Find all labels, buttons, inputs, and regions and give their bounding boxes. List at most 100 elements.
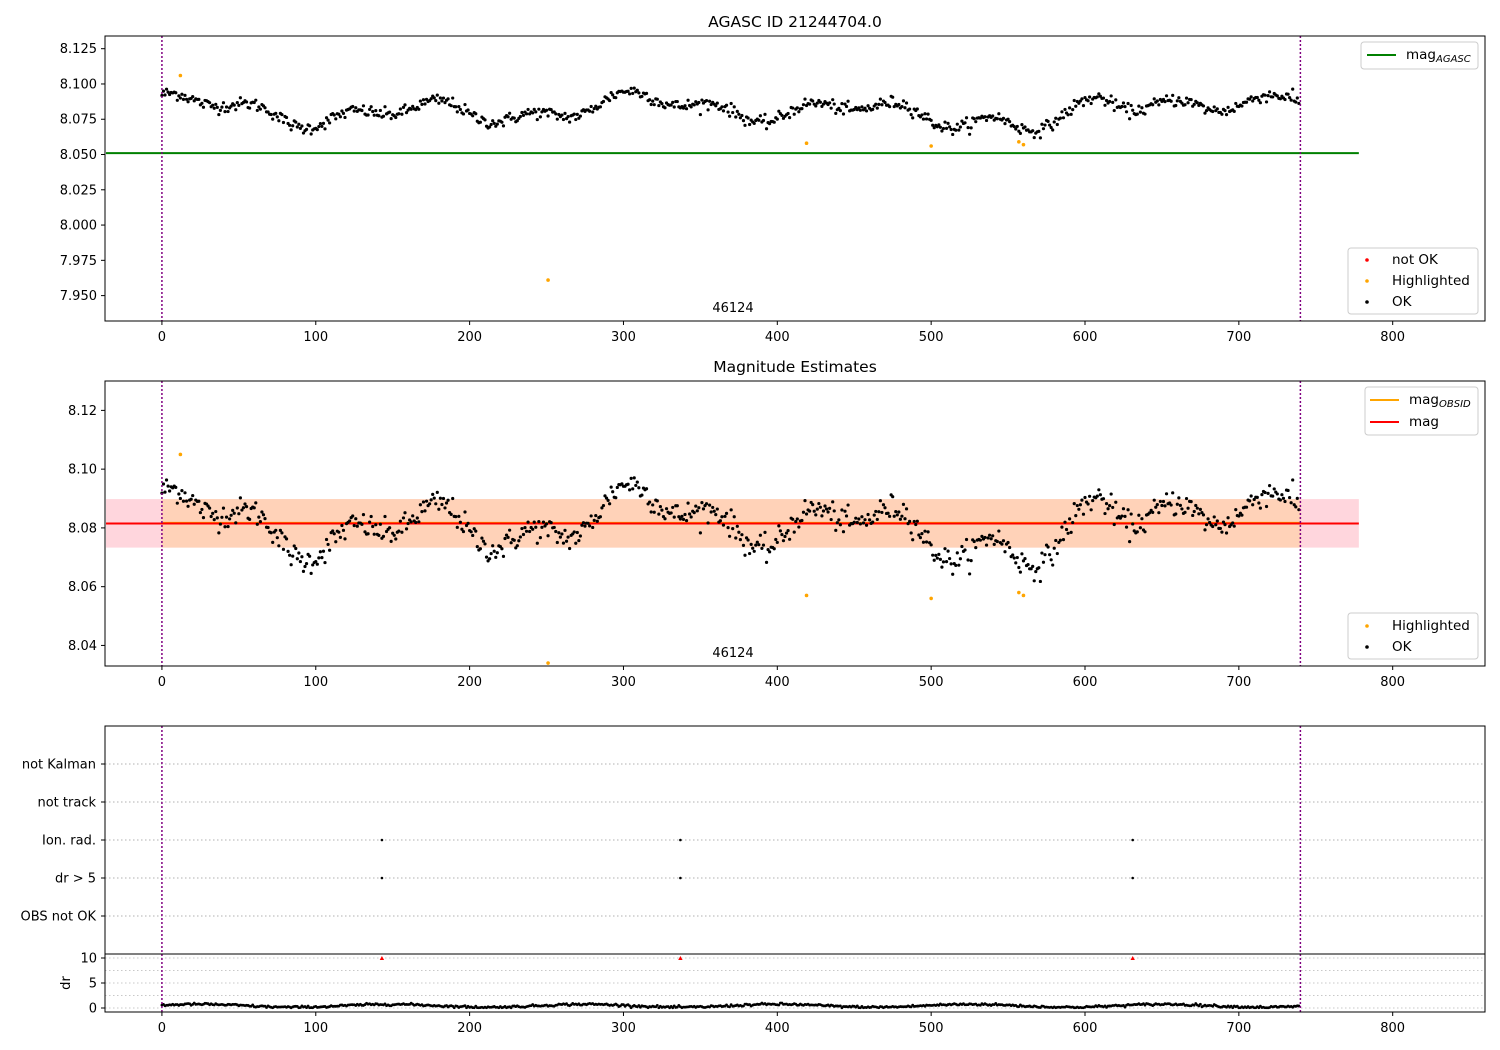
dr-panel: 0 5 10 0 100 200 300 400 500 600 700 800 dr [59, 952, 1486, 1036]
ok-point [629, 86, 633, 90]
ok-point [1151, 510, 1155, 514]
ok-point [303, 564, 307, 569]
ok-point [541, 520, 546, 524]
agasc-ytick-label: 7.950 [60, 289, 97, 304]
ok-point [1088, 95, 1092, 99]
magnitude-xtick-label: 300 [611, 675, 636, 690]
ok-point [257, 515, 261, 519]
ok-point [700, 501, 704, 505]
ok-point [601, 99, 606, 104]
flag-label-ion-rad-: Ion. rad. [42, 834, 96, 849]
ok-point [894, 510, 898, 514]
ok-point [915, 107, 919, 111]
ok-point [201, 516, 206, 520]
ok-point [1052, 546, 1056, 550]
ok-point [300, 124, 304, 128]
dr-xtick-label: 800 [1380, 1021, 1405, 1036]
ok-point [861, 521, 866, 525]
ok-point [366, 113, 370, 117]
ok-point [1049, 125, 1053, 130]
ok-point [463, 102, 467, 107]
ok-point [1124, 110, 1129, 114]
ok-point [1164, 492, 1169, 496]
ok-point [686, 98, 690, 102]
ok-point [1140, 106, 1144, 110]
ok-point [974, 546, 978, 550]
ok-point [492, 549, 496, 553]
agasc-ytick-label: 8.125 [60, 42, 97, 57]
ok-point [923, 529, 927, 533]
ok-point [840, 101, 844, 106]
highlighted-point [1017, 140, 1021, 144]
ok-point [989, 537, 993, 541]
ok-point [1046, 119, 1050, 123]
ok-point [823, 504, 827, 508]
ok-point [589, 514, 593, 518]
legend-marker-highlighted [1365, 279, 1369, 283]
ok-point [424, 499, 429, 503]
ok-point [777, 109, 781, 113]
ok-point [309, 132, 313, 136]
ok-point [698, 112, 702, 117]
ok-point [403, 511, 407, 515]
magnitude-ytick-label: 8.06 [68, 580, 97, 595]
ok-point [588, 109, 592, 113]
ok-point [891, 95, 895, 99]
ok-point [631, 487, 635, 491]
ok-point [500, 547, 504, 551]
ok-point [1129, 103, 1133, 108]
ok-point [1264, 100, 1269, 104]
ok-point [904, 507, 909, 511]
ok-point [943, 120, 947, 124]
legend-label-not-ok: not OK [1392, 252, 1439, 268]
ok-point [1128, 117, 1132, 121]
dr-clipped-marker [379, 956, 385, 960]
ok-point [381, 534, 386, 539]
ok-point [620, 482, 624, 486]
ok-point [626, 482, 630, 486]
ok-point [841, 530, 846, 534]
ok-point [524, 529, 529, 533]
ok-point [580, 523, 584, 527]
ok-point [934, 553, 938, 558]
agasc-xtick-label: 500 [919, 330, 944, 345]
ok-point [232, 103, 236, 107]
ok-point [875, 517, 879, 522]
ok-point [183, 491, 187, 495]
ok-point [1109, 492, 1113, 496]
ok-point [791, 106, 795, 110]
ok-point [191, 95, 195, 99]
ok-point [831, 500, 835, 504]
ok-point [631, 91, 635, 96]
ok-point [314, 559, 318, 564]
ok-point [552, 525, 556, 530]
ok-point [866, 104, 870, 108]
ok-point [972, 539, 976, 544]
ok-point [671, 505, 675, 510]
ok-point [811, 99, 815, 103]
ok-point [1101, 497, 1106, 501]
ok-point [888, 514, 892, 518]
ok-point [709, 510, 713, 514]
ok-point [218, 522, 222, 526]
ok-point [1257, 98, 1261, 102]
ok-point [831, 98, 835, 102]
ok-point [1135, 112, 1139, 116]
ok-point [578, 114, 582, 118]
ok-point [326, 542, 330, 547]
ok-point [1220, 112, 1224, 116]
ok-point [183, 93, 187, 97]
ok-point [949, 127, 953, 132]
ok-point [1081, 104, 1086, 108]
ok-point [1223, 523, 1227, 527]
ok-point [224, 105, 229, 109]
ok-point [1143, 530, 1147, 534]
ok-point [878, 499, 882, 503]
ok-point [1152, 97, 1156, 101]
ok-point [692, 103, 696, 107]
ok-point [1158, 499, 1162, 504]
ok-point [414, 520, 418, 525]
ok-point [394, 115, 398, 120]
ok-point [1066, 113, 1070, 117]
ok-point [1272, 487, 1276, 491]
